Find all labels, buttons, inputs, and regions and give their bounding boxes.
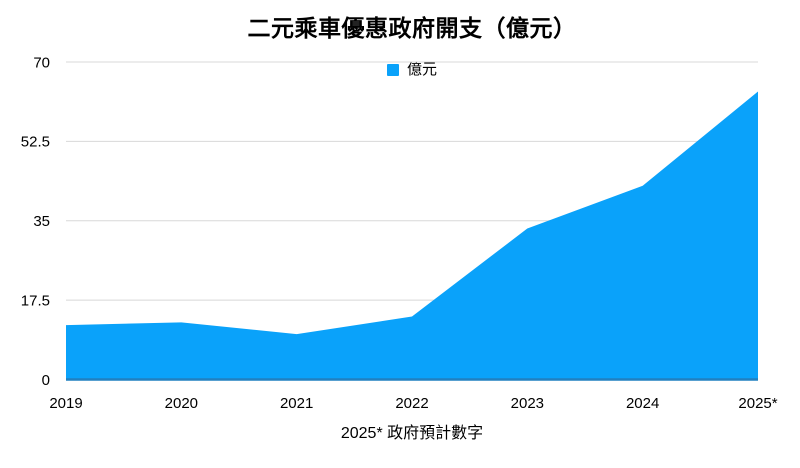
x-axis-tick-label: 2023 xyxy=(511,395,544,412)
area-series xyxy=(66,91,758,380)
legend-label: 億元 xyxy=(406,61,437,78)
chart-title: 二元乘車優惠政府開支（億元） xyxy=(247,15,577,41)
x-axis-tick-label: 2019 xyxy=(49,395,82,412)
y-axis-tick-label: 0 xyxy=(42,372,50,389)
y-axis-tick-label: 70 xyxy=(33,54,50,71)
x-axis-tick-label: 2024 xyxy=(626,395,659,412)
x-axis-tick-label: 2025* xyxy=(738,395,777,412)
x-axis-tick-label: 2021 xyxy=(280,395,313,412)
y-axis-tick-label: 17.5 xyxy=(21,292,50,309)
x-axis-tick-label: 2020 xyxy=(165,395,198,412)
legend: 億元 xyxy=(66,62,758,77)
chart-footnote: 2025* 政府預計數字 xyxy=(340,425,484,442)
x-axis-tick-label: 2022 xyxy=(395,395,428,412)
y-axis-tick-label: 52.5 xyxy=(21,134,50,151)
legend-swatch xyxy=(386,63,399,76)
y-axis-tick-label: 35 xyxy=(33,213,50,230)
